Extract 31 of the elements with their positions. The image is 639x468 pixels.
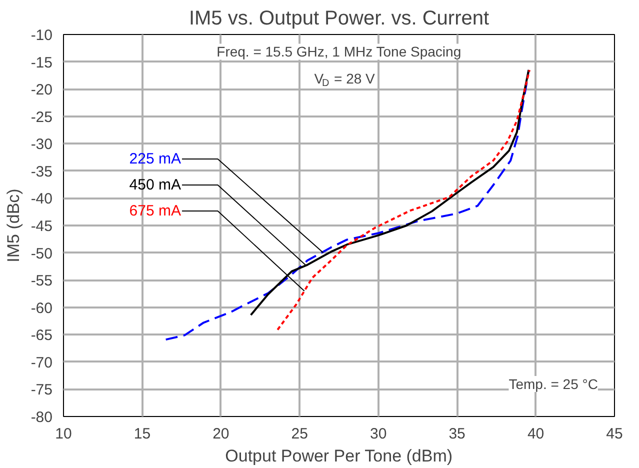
chart-title: IM5 vs. Output Power. vs. Current — [188, 8, 490, 30]
x-tick-label: 30 — [370, 426, 387, 442]
annotation: 675 mA — [129, 202, 181, 220]
y-tick-label: -70 — [30, 354, 53, 372]
y-tick-label: -30 — [30, 136, 53, 154]
y-tick-label: -60 — [30, 300, 53, 317]
annotation: Temp. = 25 °C — [508, 376, 598, 392]
x-tick-label: 15 — [134, 426, 151, 442]
y-axis-title: IM5 (dBc) — [4, 188, 23, 262]
y-tick-label: -40 — [30, 190, 53, 208]
annotation: 450 mA — [129, 176, 181, 194]
x-tick-label: 20 — [212, 426, 230, 442]
annotation: 225 mA — [129, 150, 181, 168]
y-tick-label: -15 — [30, 54, 53, 72]
y-tick-label: -10 — [30, 27, 53, 44]
x-tick-label: 40 — [527, 426, 544, 442]
y-tick-label: -20 — [30, 82, 53, 99]
y-tick-label: -75 — [30, 382, 53, 399]
y-tick-label: -45 — [30, 218, 53, 235]
x-tick-label: 45 — [606, 426, 623, 442]
y-tick-label: -50 — [30, 245, 53, 262]
y-tick-label: -25 — [30, 108, 53, 126]
x-tick-label: 10 — [55, 426, 72, 442]
y-tick-label: -80 — [30, 409, 53, 426]
y-tick-label: -65 — [30, 327, 53, 344]
y-tick-label: -55 — [30, 272, 53, 290]
annotation: Freq. = 15.5 GHz, 1 MHz Tone Spacing — [216, 44, 462, 60]
x-tick-label: 35 — [448, 426, 466, 442]
x-tick-label: 25 — [291, 426, 308, 442]
y-tick-label: -35 — [30, 163, 53, 180]
x-axis-title: Output Power Per Tone (dBm) — [225, 446, 453, 466]
